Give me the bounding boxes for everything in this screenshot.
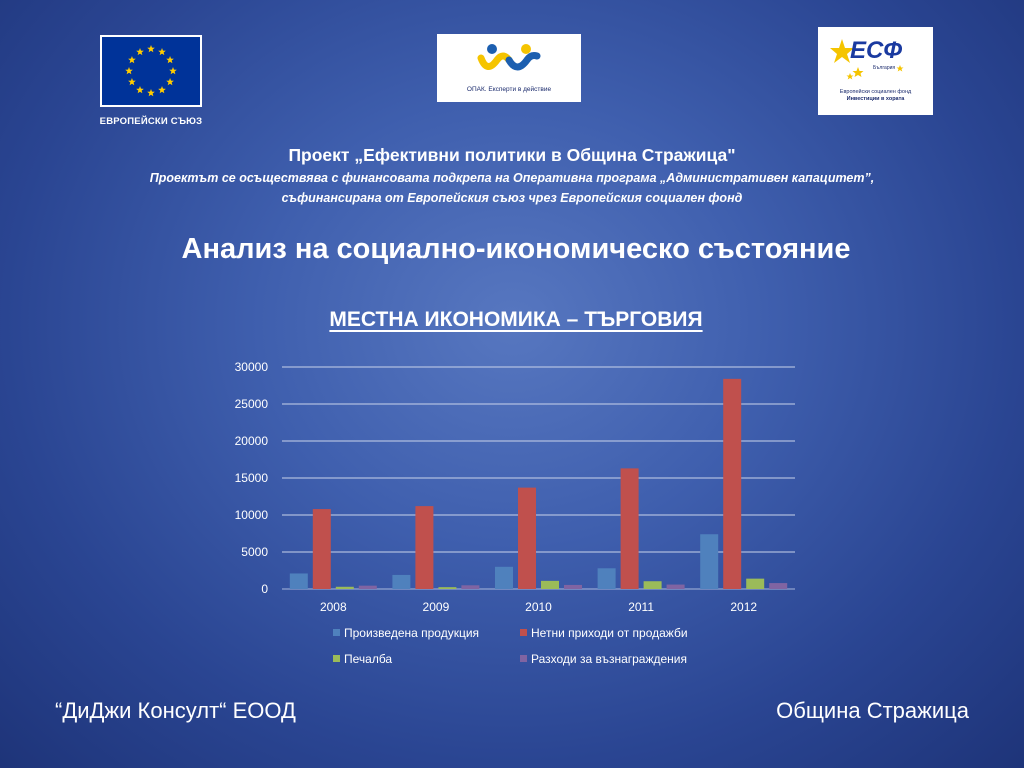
eu-star-icon bbox=[158, 86, 166, 94]
bar bbox=[438, 587, 457, 589]
esf-caption-2: Инвестиции в хората bbox=[846, 96, 905, 102]
x-axis-ticks: 2008 2009 2010 2011 2012 bbox=[320, 600, 757, 614]
bar bbox=[643, 581, 662, 589]
y-tick-label: 20000 bbox=[235, 434, 269, 448]
eu-star-icon bbox=[136, 47, 144, 56]
opak-figures-icon bbox=[477, 44, 541, 71]
y-tick-label: 0 bbox=[261, 582, 268, 596]
legend-label: Печалба bbox=[344, 652, 392, 666]
y-tick-label: 15000 bbox=[235, 471, 269, 485]
esf-letters: ЕСФ bbox=[850, 37, 903, 64]
legend-label: Нетни приходи от продажби bbox=[531, 626, 688, 640]
bar bbox=[358, 585, 377, 589]
bar bbox=[312, 509, 331, 589]
bar bbox=[415, 506, 434, 589]
legend-swatch bbox=[333, 655, 340, 662]
legend-label: Произведена продукция bbox=[344, 626, 479, 640]
footer-company: “ДиДжи Консулт“ ЕООД bbox=[55, 698, 296, 723]
esf-logo: ЕСФ България Европейски социален фонд Ин… bbox=[818, 27, 933, 115]
esf-caption-1: Европейски социален фонд bbox=[839, 89, 912, 95]
bar bbox=[700, 534, 719, 589]
bar bbox=[392, 574, 411, 589]
y-tick-label: 5000 bbox=[241, 545, 268, 559]
opak-caption: ОПАК. Експерти в действие bbox=[466, 86, 552, 93]
legend-swatch bbox=[520, 655, 527, 662]
bar bbox=[620, 468, 639, 589]
chart-title: МЕСТНА ИКОНОМИКА – ТЪРГОВИЯ bbox=[329, 308, 703, 331]
chart-bars bbox=[289, 378, 788, 589]
eu-star-icon bbox=[166, 78, 174, 86]
legend-label: Разходи за възнаграждения bbox=[531, 652, 687, 666]
chart-gridlines bbox=[282, 366, 795, 590]
bar bbox=[335, 586, 354, 589]
eu-star-icon bbox=[158, 47, 166, 56]
opak-logo: ОПАК. Експерти в действие bbox=[437, 34, 581, 102]
bar bbox=[495, 566, 513, 589]
y-tick-label: 10000 bbox=[235, 508, 269, 522]
eu-stars-icon bbox=[125, 45, 177, 97]
bar bbox=[597, 568, 616, 589]
y-axis-ticks: 0 5000 10000 15000 20000 25000 30000 bbox=[235, 360, 269, 596]
x-tick-label: 2010 bbox=[525, 600, 552, 614]
bar bbox=[461, 585, 480, 589]
bar bbox=[564, 584, 582, 589]
eu-star-icon bbox=[128, 56, 136, 64]
eu-caption: ЕВРОПЕЙСКИ СЪЮЗ bbox=[99, 116, 203, 127]
eu-flag-logo bbox=[100, 35, 202, 107]
legend-swatch bbox=[520, 629, 527, 636]
footer-municipality: Община Стражица bbox=[776, 698, 969, 723]
legend-swatch bbox=[333, 629, 340, 636]
bar bbox=[666, 584, 685, 589]
x-tick-label: 2012 bbox=[730, 600, 757, 614]
bar bbox=[769, 583, 788, 589]
bar bbox=[541, 580, 559, 589]
project-subtitle-2: съфинансирана от Европейския съюз чрез Е… bbox=[281, 191, 743, 205]
main-title: Анализ на социално-икономическо състояни… bbox=[181, 233, 851, 265]
project-title: Проект „Ефективни политики в Община Стра… bbox=[288, 145, 736, 165]
bar bbox=[518, 487, 536, 589]
eu-star-icon bbox=[128, 78, 136, 86]
eu-star-icon bbox=[136, 86, 144, 94]
eu-flag-field bbox=[102, 37, 200, 105]
eu-star-icon bbox=[147, 45, 155, 53]
chart-legend: Произведена продукция Нетни приходи от пр… bbox=[333, 626, 688, 666]
eu-star-icon bbox=[169, 67, 177, 75]
bar bbox=[723, 378, 742, 589]
bar bbox=[746, 578, 765, 589]
eu-star-icon bbox=[125, 67, 133, 75]
x-tick-label: 2008 bbox=[320, 600, 347, 614]
eu-star-icon bbox=[147, 89, 155, 97]
esf-star-icon bbox=[830, 39, 904, 80]
project-subtitle-1: Проектът се осъществява с финансовата по… bbox=[149, 171, 875, 185]
bar bbox=[289, 573, 308, 589]
esf-sub: България bbox=[873, 65, 896, 71]
x-tick-label: 2009 bbox=[423, 600, 450, 614]
y-tick-label: 25000 bbox=[235, 397, 269, 411]
y-tick-label: 30000 bbox=[235, 360, 269, 374]
x-tick-label: 2011 bbox=[628, 600, 654, 614]
eu-star-icon bbox=[166, 56, 174, 64]
